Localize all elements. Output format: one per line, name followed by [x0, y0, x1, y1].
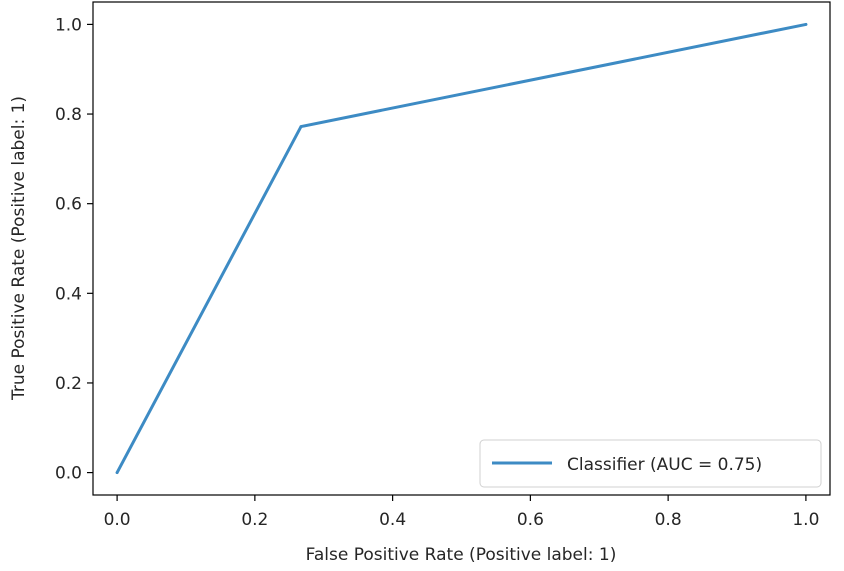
roc-curve-point — [804, 23, 808, 26]
legend-label: Classifier (AUC = 0.75) — [567, 455, 762, 475]
x-axis-label: False Positive Rate (Positive label: 1) — [306, 545, 617, 565]
legend-box — [479, 439, 822, 488]
x-tick-label: 0.6 — [517, 510, 544, 530]
roc-curve-point — [115, 471, 119, 474]
y-tick-label: 0.8 — [55, 105, 82, 125]
y-tick-label: 1.0 — [55, 15, 82, 35]
plot-area — [92, 1, 831, 496]
roc-curve-point — [299, 125, 303, 128]
x-tick-label: 0.2 — [241, 510, 268, 530]
y-tick-label: 0.2 — [55, 374, 82, 394]
series-layer — [115, 22, 808, 475]
x-axis-ticks: 0.0 0.2 0.4 0.6 0.8 1.0 — [104, 495, 819, 530]
y-tick-label: 0.6 — [55, 195, 82, 215]
roc-curve-line — [115, 22, 808, 475]
x-tick-label: 0.8 — [655, 510, 682, 530]
y-axis-ticks: 0.0 0.2 0.4 0.6 0.8 1.0 — [55, 15, 93, 484]
plot-frame — [92, 1, 831, 496]
y-axis-label: True Positive Rate (Positive label: 1) — [9, 96, 29, 401]
legend: Classifier (AUC = 0.75) — [479, 439, 822, 488]
x-tick-label: 0.0 — [104, 510, 131, 530]
y-tick-label: 0.4 — [55, 284, 82, 304]
x-tick-label: 0.4 — [379, 510, 406, 530]
x-tick-label: 1.0 — [792, 510, 819, 530]
y-tick-label: 0.0 — [55, 464, 82, 484]
